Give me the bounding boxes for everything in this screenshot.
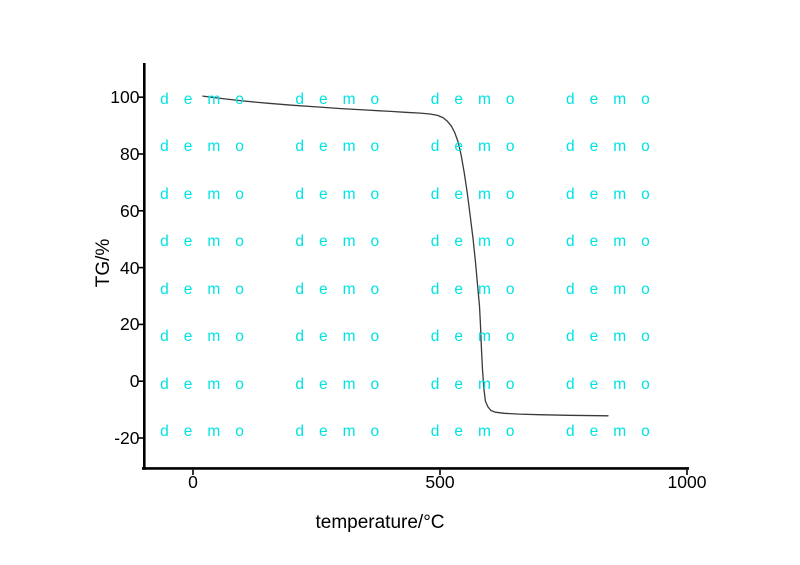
- watermark-text: demo: [160, 233, 259, 251]
- y-tick-label: -20: [114, 428, 140, 448]
- watermark-text: demo: [160, 280, 259, 298]
- y-axis-title: TG/%: [93, 238, 114, 288]
- watermark-text: demo: [295, 422, 395, 440]
- watermark-text: demo: [566, 90, 665, 108]
- y-tick-label: 20: [120, 314, 140, 335]
- y-tick-label: 40: [120, 257, 140, 278]
- tg-curve: [202, 95, 609, 417]
- y-tick-label: 100: [110, 87, 140, 108]
- watermark-text: demo: [430, 375, 530, 393]
- y-tick-label: 80: [120, 144, 140, 164]
- watermark-text: demo: [160, 90, 259, 108]
- watermark-text: demo: [566, 280, 665, 298]
- watermark-text: demo: [566, 328, 665, 346]
- x-tick-label: 0: [188, 472, 198, 492]
- watermark-text: demo: [295, 90, 395, 108]
- watermark-text: demo: [295, 280, 395, 298]
- watermark-text: demo: [566, 375, 665, 393]
- watermark-text: demo: [566, 422, 665, 440]
- watermark-text: demo: [430, 280, 530, 298]
- watermark-text: demo: [295, 185, 395, 203]
- watermark-text: demo: [430, 422, 530, 440]
- watermark-text: demo: [295, 375, 395, 393]
- watermark-text: demo: [160, 138, 259, 156]
- watermark-text: demo: [430, 233, 530, 251]
- watermark-text: demo: [160, 328, 259, 346]
- watermark-text: demo: [295, 233, 395, 251]
- watermark-text: demo: [295, 328, 395, 346]
- watermark-text: demo: [566, 138, 665, 156]
- watermark-text: demo: [160, 375, 259, 393]
- x-tick-label: 500: [425, 472, 455, 492]
- watermark-text: demo: [430, 138, 530, 156]
- watermark-text: demo: [160, 422, 259, 440]
- y-tick-label: 60: [120, 200, 140, 221]
- tick-marks: [138, 96, 688, 475]
- x-tick-label: 1000: [667, 472, 707, 492]
- x-axis-title: temperature/°C: [315, 512, 445, 533]
- watermark-text: demo: [295, 138, 395, 156]
- watermark-text: demo: [566, 185, 665, 203]
- watermark-text: demo: [430, 185, 530, 203]
- y-tick-label: 0: [129, 371, 140, 392]
- watermark-text: demo: [430, 328, 530, 346]
- watermark-text: demo: [430, 90, 530, 108]
- watermark-text: demo: [566, 233, 665, 251]
- watermark-text: demo: [160, 185, 259, 203]
